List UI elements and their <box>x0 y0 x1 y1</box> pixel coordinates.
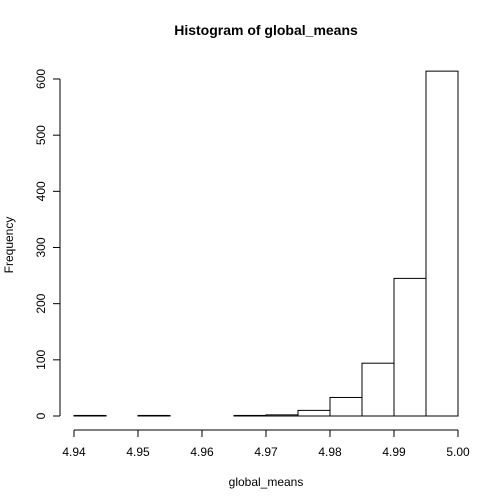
y-tick-label: 400 <box>34 181 48 201</box>
x-tick-label: 4.94 <box>62 445 86 459</box>
y-axis-label: Frequency <box>2 217 16 274</box>
y-axis: 0 100 200 300 400 500 600 <box>34 69 61 419</box>
x-tick-label: 4.97 <box>254 445 278 459</box>
bars-group <box>73 70 459 417</box>
y-tick-label: 600 <box>34 69 48 89</box>
y-tick-label: 100 <box>34 350 48 370</box>
histogram-bar-10 <box>393 277 427 417</box>
histogram-bar-7 <box>297 409 331 417</box>
chart-title: Histogram of global_means <box>174 22 358 38</box>
histogram-bar-0 <box>73 414 107 417</box>
y-tick-label: 0 <box>34 412 48 419</box>
x-tick-label: 5.00 <box>446 445 470 459</box>
x-tick-label: 4.98 <box>318 445 342 459</box>
x-tick-label: 4.96 <box>190 445 214 459</box>
histogram-bar-2 <box>137 414 171 417</box>
y-tick-label: 200 <box>34 293 48 313</box>
x-tick-label: 4.95 <box>126 445 150 459</box>
y-tick-label: 300 <box>34 237 48 257</box>
histogram-bar-8 <box>329 396 363 417</box>
histogram-bar-5 <box>233 414 267 417</box>
x-axis-label: global_means <box>229 475 304 489</box>
y-tick-label: 500 <box>34 125 48 145</box>
histogram-bar-9 <box>361 362 395 417</box>
histogram-bar-6 <box>265 414 299 417</box>
x-tick-label: 4.99 <box>382 445 406 459</box>
histogram-bar-11 <box>425 70 459 417</box>
x-axis: 4.94 4.95 4.96 4.97 4.98 4.99 5.00 <box>62 429 470 459</box>
